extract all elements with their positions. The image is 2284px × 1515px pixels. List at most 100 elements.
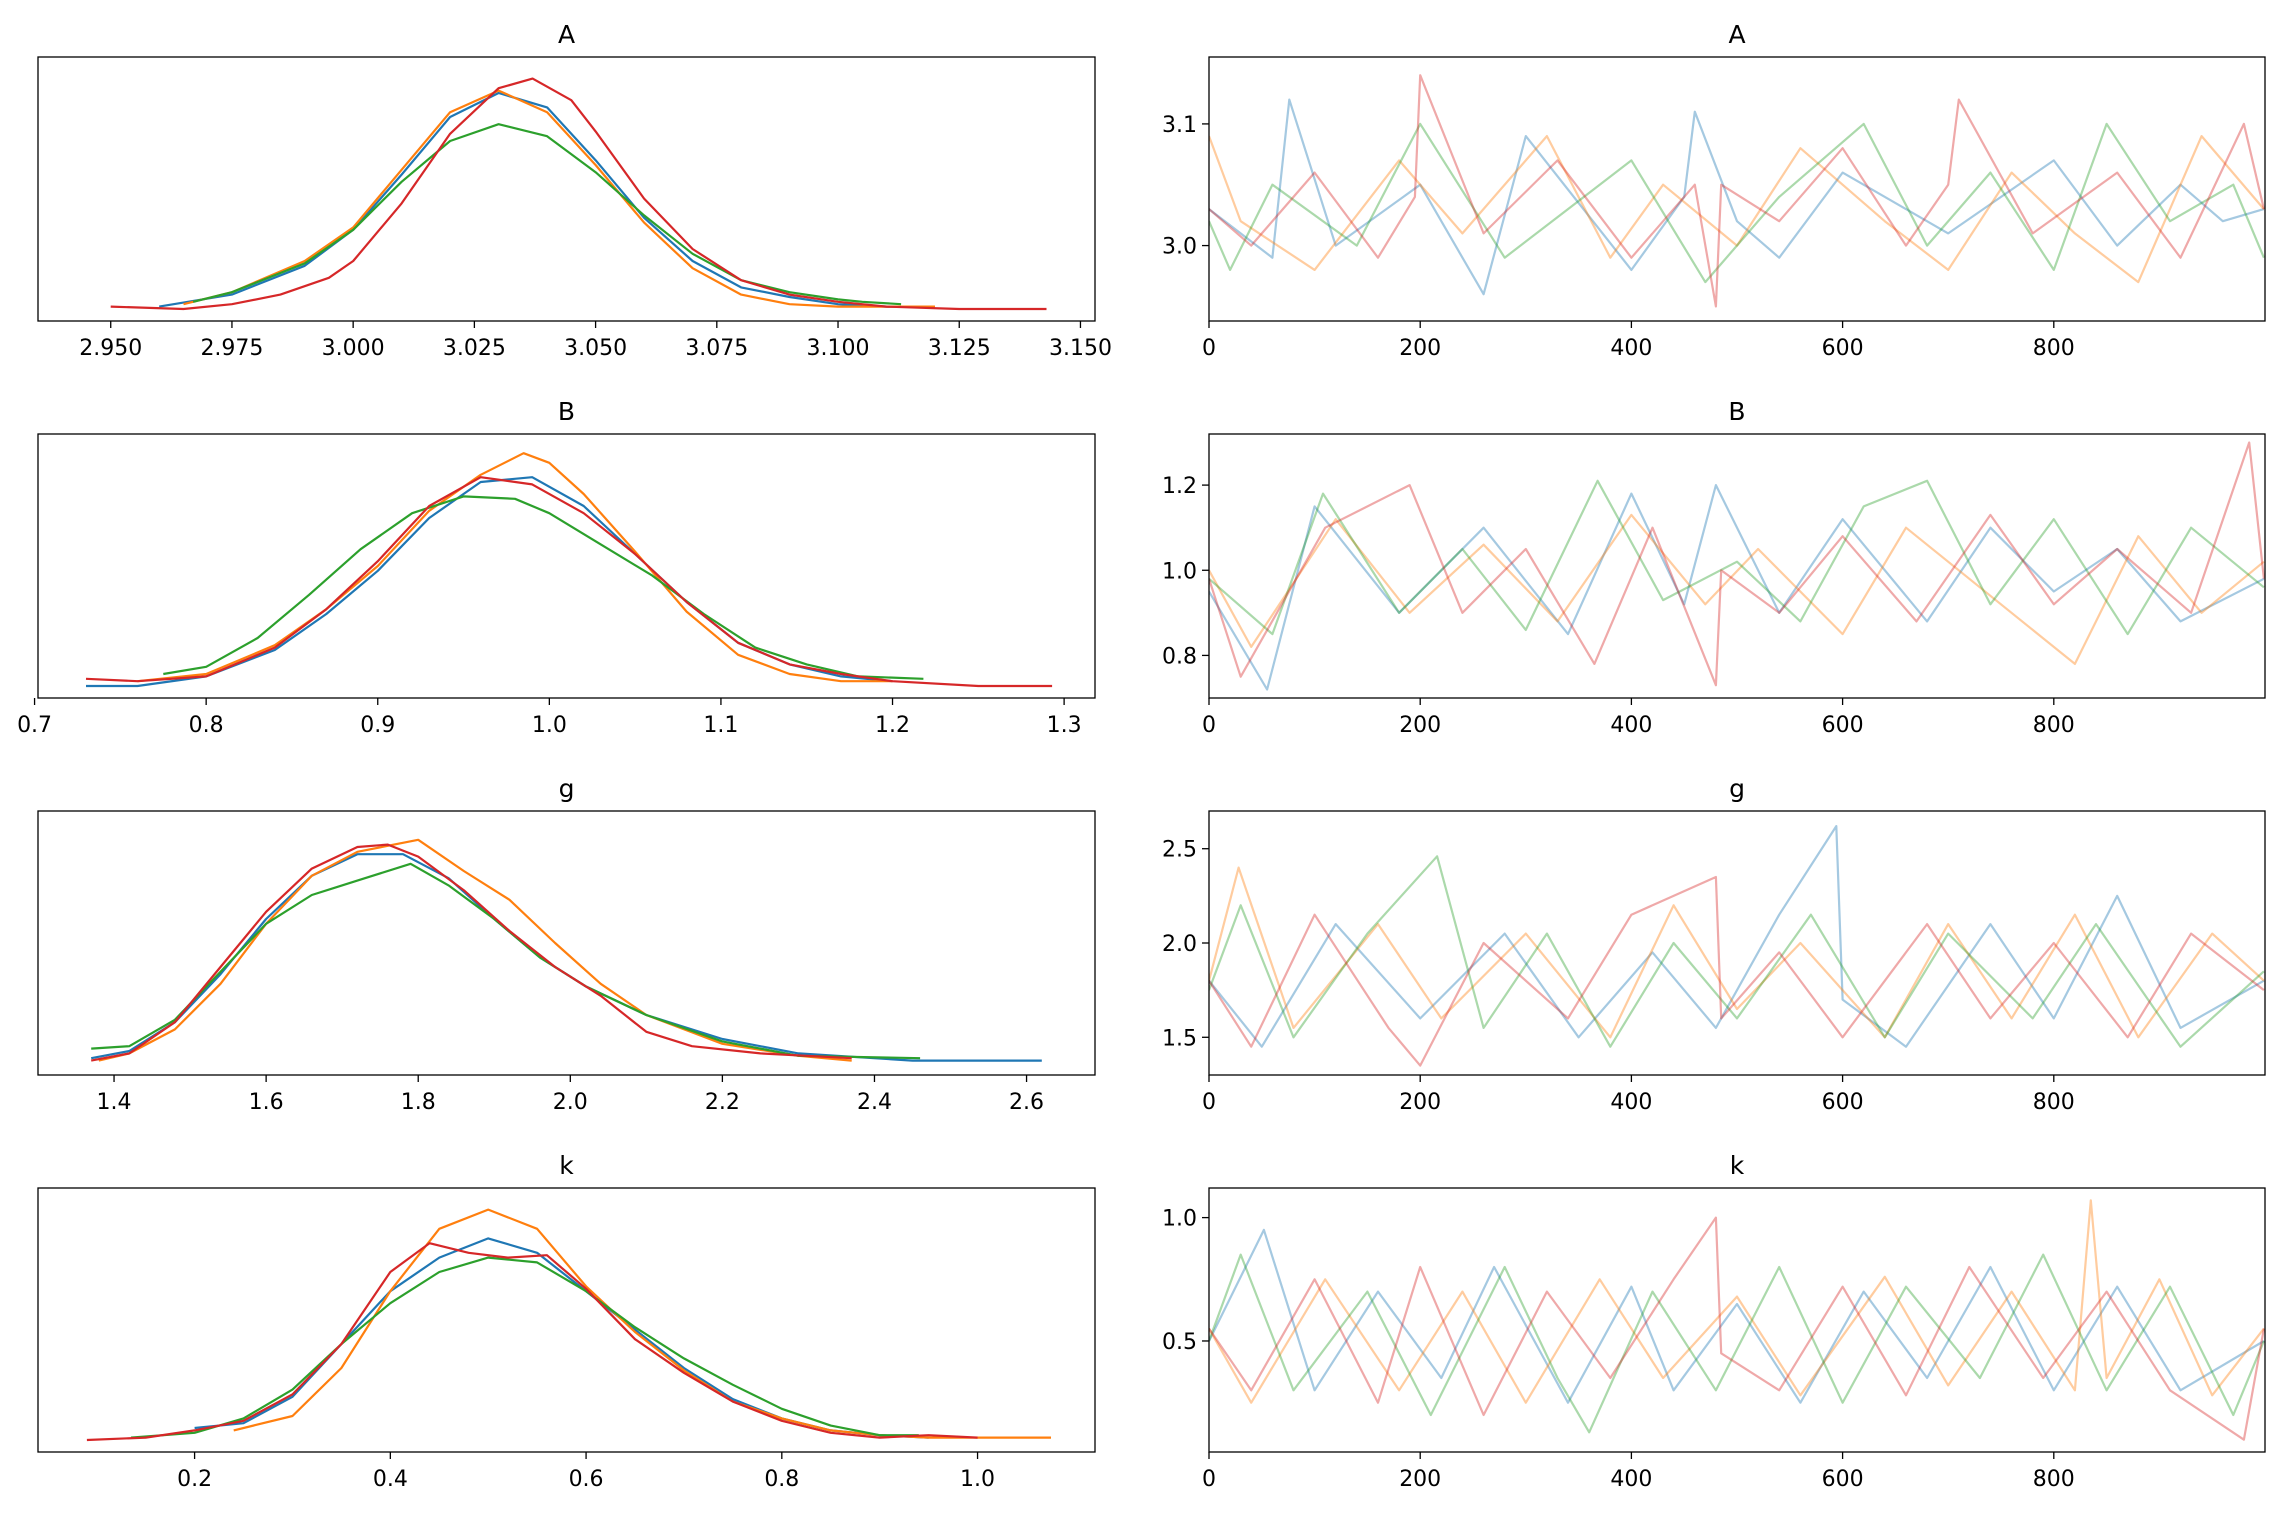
- x-tick-label: 200: [1399, 1090, 1441, 1115]
- panel-density-B: B 0.7 0.8 0.9 1.0 1.1 1.2 1.3: [17, 397, 1096, 738]
- series-line-4: [1209, 875, 2265, 1067]
- series-group: [1209, 1199, 2265, 1441]
- axes-frame: [37, 1187, 1096, 1453]
- axes-frame: [37, 56, 1096, 322]
- series-group: [1209, 441, 2265, 691]
- series-line-3: [1209, 122, 2265, 284]
- panel-trace-g: g 0 200 400 600 800 1.5 2.0 2.5: [1162, 774, 2266, 1115]
- axes-frame: [1208, 56, 2266, 322]
- axes-frame: [37, 810, 1096, 1076]
- series-group: [86, 1208, 1051, 1442]
- y-tick-label: 1.5: [1162, 1026, 1197, 1051]
- x-tick-label: 3.100: [807, 336, 870, 361]
- series-line-2: [1209, 1199, 2265, 1404]
- x-tick-label: 2.0: [553, 1090, 588, 1115]
- x-tick-label: 0.7: [17, 713, 52, 738]
- x-tick-label: 1.0: [960, 1467, 995, 1492]
- x-tick-label: 0: [1202, 1090, 1216, 1115]
- series-group: [90, 838, 1042, 1062]
- x-tick-label: 3.075: [685, 336, 748, 361]
- x-tick-label: 1.2: [875, 713, 910, 738]
- panel-title: A: [1728, 20, 1745, 49]
- x-tick-label: 600: [1822, 1090, 1864, 1115]
- series-line-4: [1209, 74, 2265, 308]
- series-line-1: [1209, 1228, 2265, 1404]
- y-tick-label: 2.0: [1162, 932, 1197, 957]
- series-line-2: [183, 89, 935, 308]
- series-line-2: [98, 838, 852, 1062]
- x-tick-label: 3.050: [564, 336, 627, 361]
- x-tick-label: 400: [1610, 1467, 1652, 1492]
- x-tick-label: 0.6: [569, 1467, 604, 1492]
- x-tick-label: 400: [1610, 713, 1652, 738]
- y-tick-label: 1.0: [1162, 559, 1197, 584]
- axes-frame: [1208, 1187, 2266, 1453]
- x-tick-label: 1.0: [532, 713, 567, 738]
- panel-title: k: [559, 1151, 574, 1180]
- x-tick-label: 2.975: [200, 336, 263, 361]
- series-line-3: [163, 495, 924, 680]
- y-tick-label: 3.0: [1162, 235, 1197, 260]
- y-tick-label: 3.1: [1162, 113, 1197, 138]
- x-tick-label: 400: [1610, 336, 1652, 361]
- series-line-4: [110, 77, 1047, 311]
- panel-density-g: g 1.4 1.6 1.8 2.0 2.2 2.4 2.6: [37, 774, 1096, 1115]
- series-line-1: [1209, 824, 2265, 1048]
- x-tick-label: 1.8: [401, 1090, 436, 1115]
- x-tick-label: 1.4: [97, 1090, 132, 1115]
- series-line-2: [1209, 135, 2265, 284]
- series-line-3: [1209, 1253, 2265, 1434]
- series-line-4: [1209, 441, 2265, 687]
- x-tick-label: 2.6: [1009, 1090, 1044, 1115]
- series-line-3: [130, 1256, 919, 1439]
- x-tick-label: 800: [2033, 713, 2075, 738]
- x-tick-label: 3.025: [443, 336, 506, 361]
- x-tick-label: 200: [1399, 713, 1441, 738]
- series-line-3: [1209, 479, 2265, 636]
- panel-title: B: [558, 397, 575, 426]
- panel-trace-A: A 0 200 400 600 800 3.0 3.1: [1162, 20, 2266, 361]
- x-tick-label: 600: [1822, 336, 1864, 361]
- panel-density-k: k 0.2 0.4 0.6 0.8 1.0: [37, 1151, 1096, 1492]
- x-tick-label: 200: [1399, 336, 1441, 361]
- x-tick-label: 0: [1202, 336, 1216, 361]
- axes-frame: [1208, 433, 2266, 699]
- axes-frame: [37, 433, 1096, 699]
- x-tick-label: 2.950: [79, 336, 142, 361]
- panel-title: B: [1728, 397, 1745, 426]
- y-tick-label: 0.8: [1162, 644, 1197, 669]
- panel-title: A: [558, 20, 575, 49]
- series-line-4: [1209, 1216, 2265, 1441]
- x-tick-label: 0.8: [764, 1467, 799, 1492]
- x-tick-label: 2.2: [705, 1090, 740, 1115]
- axes-frame: [1208, 810, 2266, 1076]
- panel-trace-k: k 0 200 400 600 800 0.5 1.0: [1162, 1151, 2266, 1492]
- x-tick-label: 800: [2033, 1090, 2075, 1115]
- x-tick-label: 1.6: [249, 1090, 284, 1115]
- panel-title: g: [559, 774, 575, 803]
- x-tick-label: 0.4: [373, 1467, 408, 1492]
- panel-title: g: [1729, 774, 1745, 803]
- x-tick-label: 3.000: [322, 336, 385, 361]
- panel-density-A: A 2.950 2.975 3.000 3.025 3.050 3.075 3.100 3.12…: [37, 20, 1112, 361]
- series-line-1: [86, 476, 893, 688]
- x-tick-label: 0.9: [360, 713, 395, 738]
- x-tick-label: 600: [1822, 1467, 1864, 1492]
- series-line-4: [86, 1242, 978, 1442]
- x-tick-label: 600: [1822, 713, 1864, 738]
- x-tick-label: 400: [1610, 1090, 1652, 1115]
- x-tick-label: 200: [1399, 1467, 1441, 1492]
- panel-title: k: [1730, 1151, 1745, 1180]
- series-line-2: [1209, 513, 2265, 666]
- y-tick-label: 1.0: [1162, 1207, 1197, 1232]
- x-tick-label: 3.150: [1049, 336, 1112, 361]
- series-line-4: [85, 476, 1053, 688]
- series-line-1: [1209, 484, 2265, 691]
- series-line-1: [1209, 98, 2265, 296]
- series-group: [110, 77, 1047, 311]
- y-tick-label: 1.2: [1162, 474, 1197, 499]
- series-line-3: [91, 862, 921, 1060]
- x-tick-label: 0.8: [189, 713, 224, 738]
- series-line-2: [1209, 866, 2265, 1039]
